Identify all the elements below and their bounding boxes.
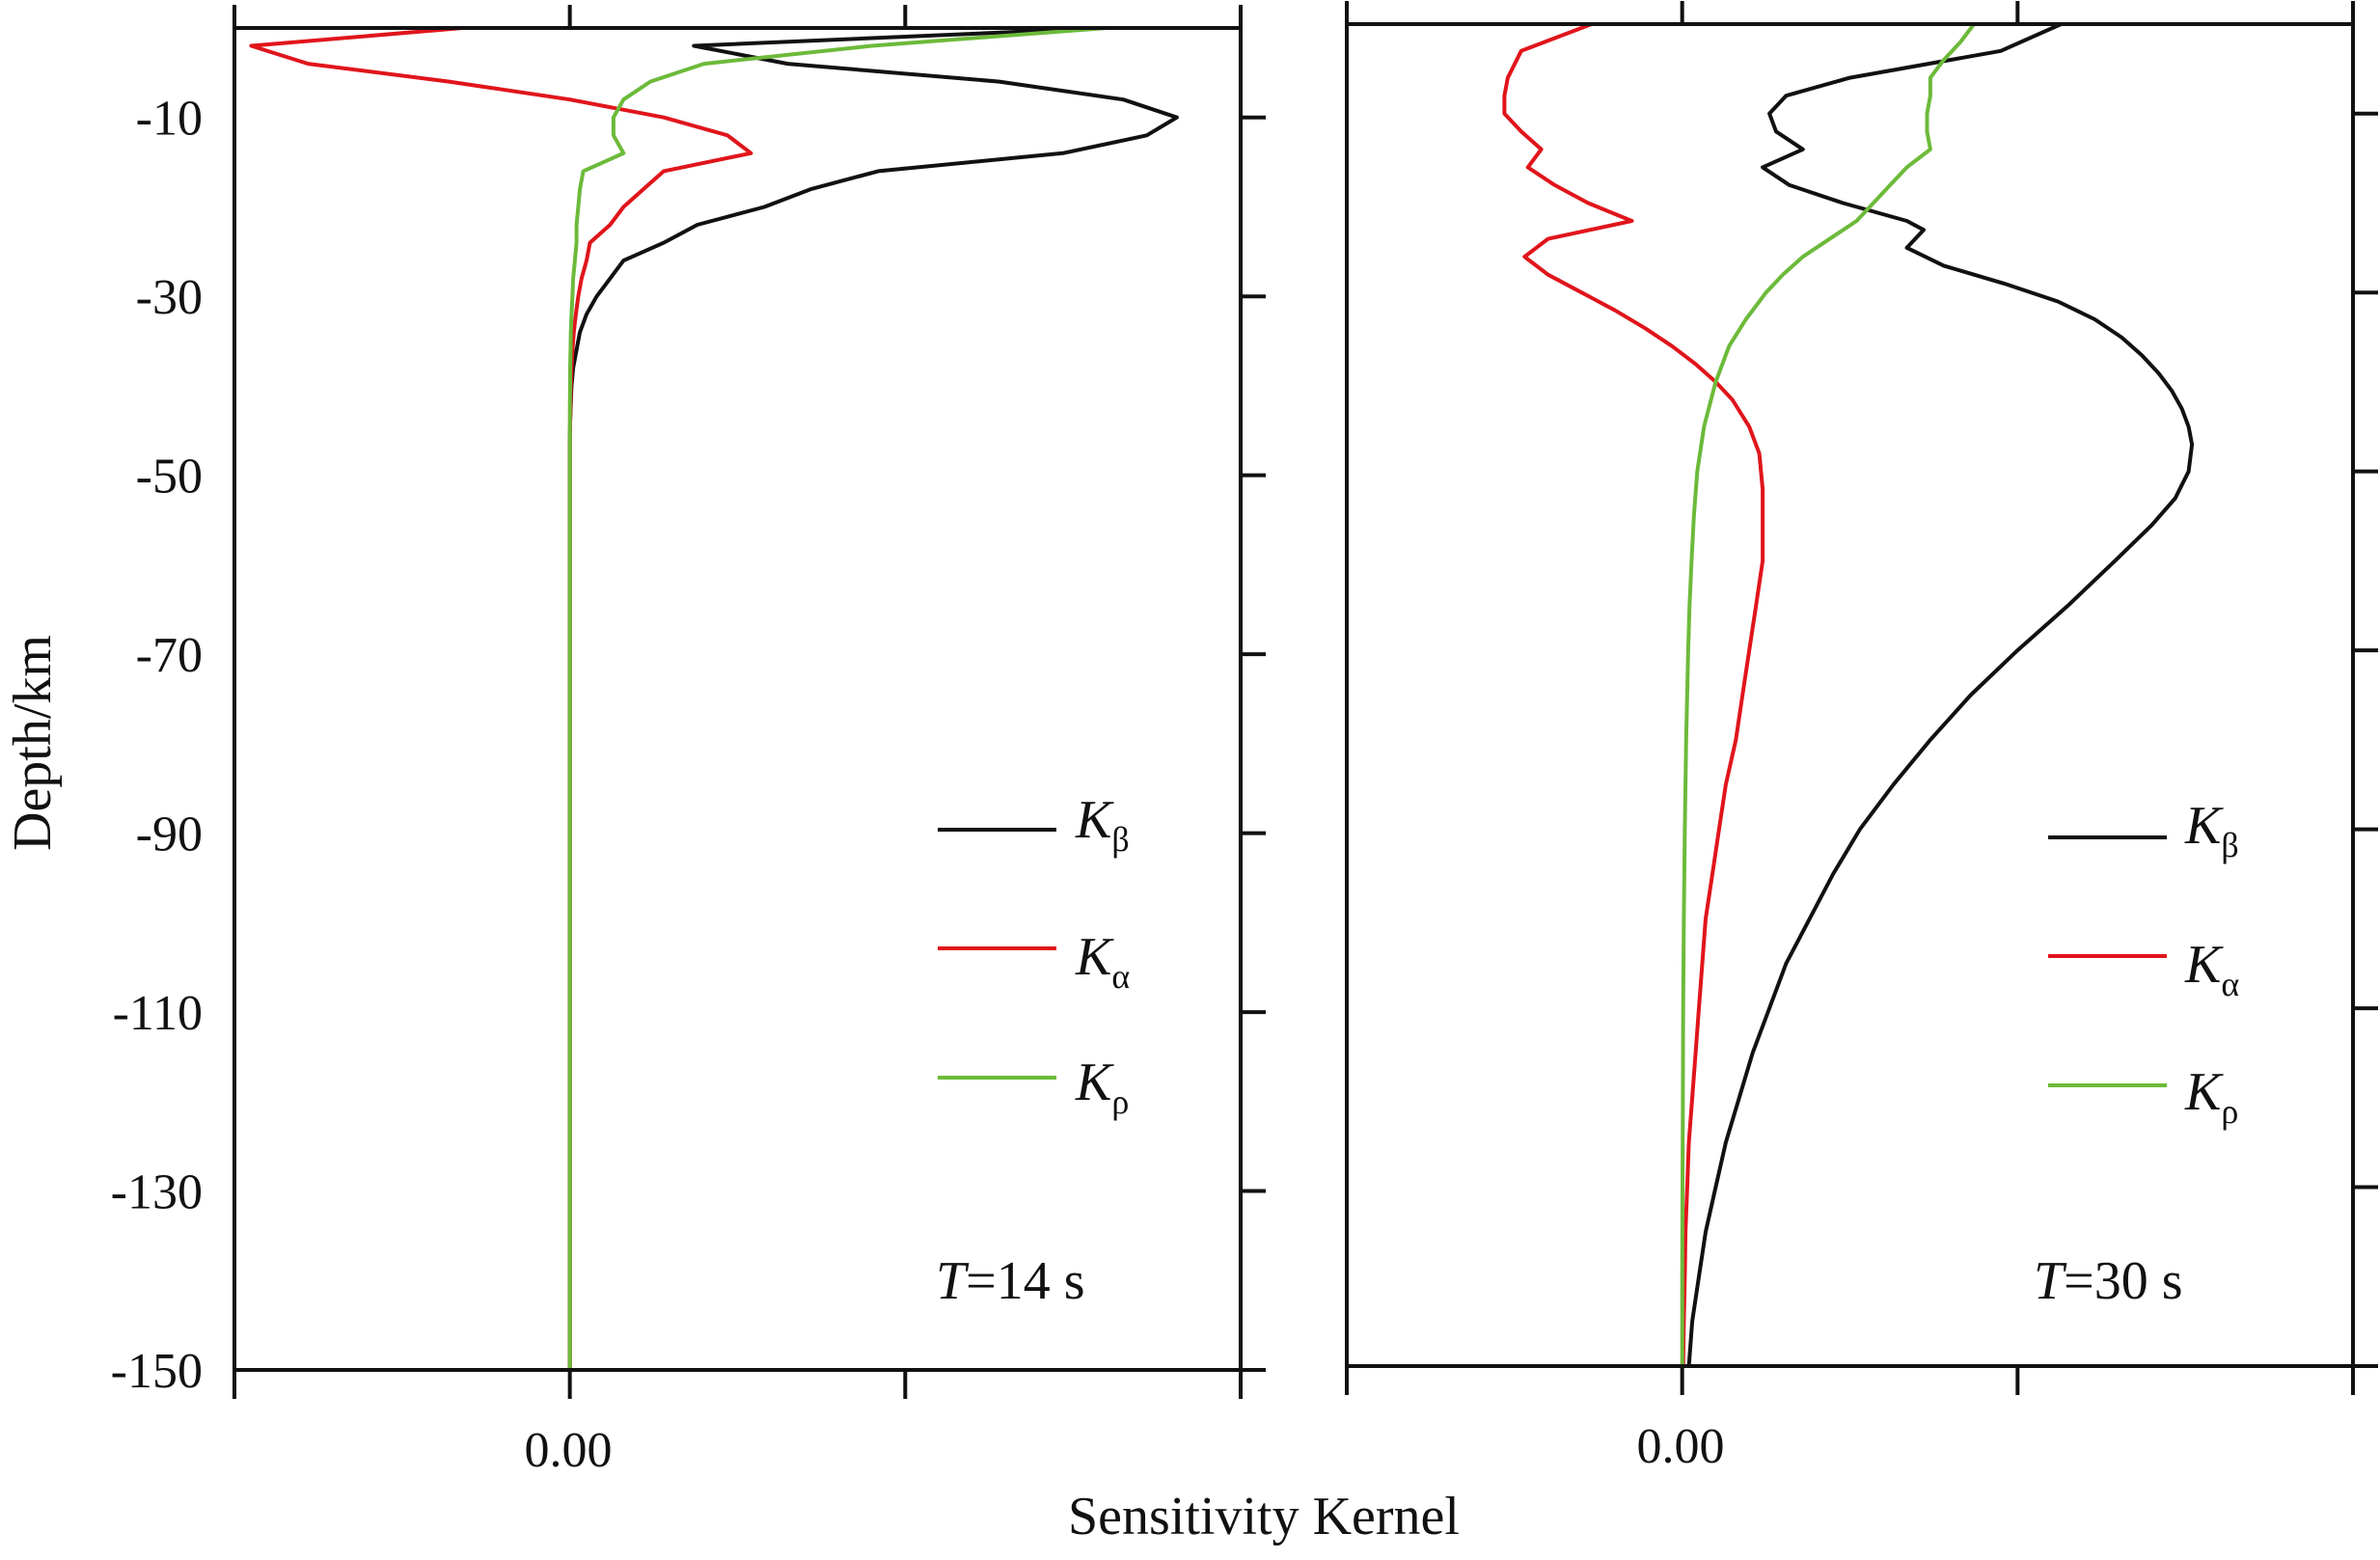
period-label-t14: T=14 s xyxy=(936,1251,1085,1311)
y-tick-label: -50 xyxy=(136,450,203,505)
panel-t30-series xyxy=(1504,24,2192,1366)
legend-label-k-alpha: Kα xyxy=(1075,927,1130,996)
y-tick-labels: -10 -30 -50 -70 -90 -110 -130 -150 xyxy=(111,92,203,1399)
panel-t14-ticks xyxy=(234,5,1266,1399)
legend-label-k-rho: Kρ xyxy=(2184,1062,2238,1131)
legend-t30: Kβ Kα Kρ xyxy=(2048,796,2239,1131)
period-label-t30: T=30 s xyxy=(2034,1251,2183,1311)
xtick-label-zero-left: 0.00 xyxy=(525,1423,613,1478)
panel-t14-series xyxy=(251,28,1177,1370)
sensitivity-kernel-figure: 0.00 T=14 s Kβ Kα Kρ 0.00 T=30 s Kβ Kα K… xyxy=(0,0,2380,1560)
series-line-k-alpha xyxy=(1504,24,1763,1366)
y-tick-label: -110 xyxy=(113,986,203,1041)
y-tick-label: -30 xyxy=(136,270,203,325)
period-value-t30: =30 s xyxy=(2064,1251,2182,1311)
series-line-k-beta xyxy=(1689,24,2193,1366)
legend-label-k-alpha: Kα xyxy=(2184,935,2239,1003)
panel-t14-frame xyxy=(234,28,1241,1370)
y-tick-label: -90 xyxy=(136,807,203,862)
y-tick-label: -150 xyxy=(111,1344,203,1399)
y-tick-label: -10 xyxy=(136,92,203,147)
series-line-k-beta xyxy=(570,28,1177,1370)
y-axis-title: Depth/km xyxy=(3,635,63,851)
panel-t30: 0.00 T=30 s Kβ Kα Kρ xyxy=(1347,1,2378,1474)
y-tick-label: -70 xyxy=(136,628,203,683)
legend-t14: Kβ Kα Kρ xyxy=(938,790,1130,1121)
legend-label-k-beta: Kβ xyxy=(1075,790,1130,859)
period-value-t14: =14 s xyxy=(966,1251,1084,1311)
panel-t14: 0.00 T=14 s Kβ Kα Kρ xyxy=(234,5,1266,1478)
y-tick-label: -130 xyxy=(111,1165,203,1220)
x-axis-title: Sensitivity Kernel xyxy=(1068,1487,1460,1546)
period-prefix-t30: T xyxy=(2034,1251,2067,1311)
series-line-k-rho xyxy=(570,28,1107,1370)
period-prefix-t14: T xyxy=(936,1251,970,1311)
series-line-k-rho xyxy=(1682,24,1974,1366)
series-line-k-alpha xyxy=(251,28,751,1370)
legend-label-k-beta: Kβ xyxy=(2184,796,2239,864)
xtick-label-zero-right: 0.00 xyxy=(1637,1419,1725,1474)
legend-label-k-rho: Kρ xyxy=(1075,1053,1129,1121)
